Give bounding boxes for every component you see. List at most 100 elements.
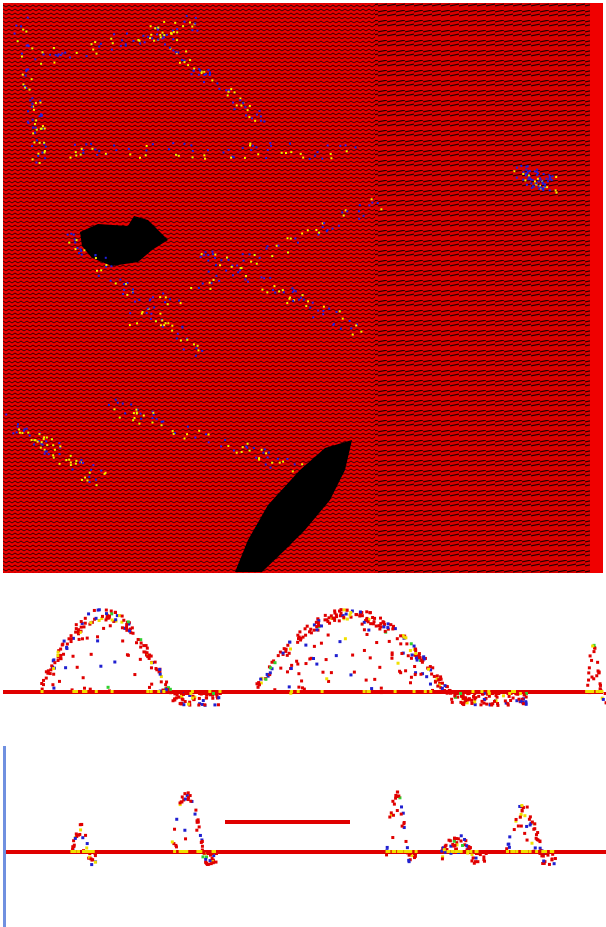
- point: [75, 248, 77, 250]
- point: [555, 189, 557, 191]
- point: [277, 654, 280, 657]
- point: [295, 290, 297, 292]
- point: [349, 320, 351, 322]
- point: [269, 277, 271, 279]
- point: [132, 288, 134, 290]
- point: [194, 809, 197, 812]
- point: [34, 123, 36, 125]
- point: [314, 155, 316, 157]
- point: [72, 845, 75, 848]
- point: [405, 840, 408, 843]
- point: [291, 287, 293, 289]
- point: [217, 703, 220, 706]
- point: [520, 804, 523, 807]
- point: [525, 169, 527, 171]
- point: [195, 829, 198, 832]
- point: [340, 612, 343, 615]
- point: [183, 21, 185, 23]
- point: [389, 623, 392, 626]
- point: [16, 431, 18, 433]
- point: [257, 153, 259, 155]
- point: [407, 859, 410, 862]
- point: [175, 818, 178, 821]
- point: [239, 99, 241, 101]
- point: [178, 155, 180, 157]
- point: [122, 403, 124, 405]
- point: [180, 850, 183, 853]
- point: [109, 624, 112, 627]
- point: [63, 640, 66, 643]
- point: [27, 432, 29, 434]
- point: [191, 29, 193, 31]
- point: [257, 686, 260, 689]
- point: [390, 811, 393, 814]
- point: [53, 457, 55, 459]
- point: [441, 687, 444, 690]
- point: [156, 33, 158, 35]
- point: [195, 355, 197, 357]
- point: [145, 644, 148, 647]
- point: [142, 35, 144, 37]
- point: [387, 622, 390, 625]
- point: [39, 115, 41, 117]
- point: [52, 444, 54, 446]
- point: [451, 701, 454, 704]
- point: [18, 428, 20, 430]
- point: [84, 617, 87, 620]
- point: [544, 183, 546, 185]
- point: [338, 225, 340, 227]
- point: [423, 657, 426, 660]
- point: [170, 32, 172, 34]
- point: [345, 613, 348, 616]
- point: [22, 29, 24, 31]
- point: [346, 609, 349, 612]
- point: [197, 345, 199, 347]
- point: [149, 37, 151, 39]
- point: [335, 654, 338, 657]
- point: [35, 162, 37, 164]
- point: [126, 32, 128, 34]
- point: [151, 422, 153, 424]
- point: [270, 145, 272, 147]
- point: [299, 639, 302, 642]
- point: [44, 128, 46, 130]
- point: [307, 300, 309, 302]
- point: [89, 621, 92, 624]
- point: [59, 463, 61, 465]
- point: [215, 264, 217, 266]
- point: [330, 157, 332, 159]
- point: [525, 825, 528, 828]
- point: [156, 418, 158, 420]
- point: [72, 655, 75, 658]
- point: [95, 690, 98, 693]
- point: [433, 675, 436, 678]
- point: [548, 863, 551, 866]
- point: [515, 850, 518, 853]
- point: [419, 673, 422, 676]
- point: [183, 792, 186, 795]
- point: [83, 249, 85, 251]
- point: [520, 825, 523, 828]
- point: [469, 850, 472, 853]
- point: [502, 694, 505, 697]
- point: [146, 647, 149, 650]
- point: [160, 324, 162, 326]
- point: [349, 673, 352, 676]
- point: [191, 73, 193, 75]
- roof-line: [225, 820, 350, 824]
- point: [96, 635, 99, 638]
- point: [43, 436, 45, 438]
- point: [32, 126, 34, 128]
- point: [41, 114, 43, 116]
- point: [155, 320, 157, 322]
- point: [96, 639, 99, 642]
- point: [96, 484, 98, 486]
- point: [335, 615, 338, 618]
- point: [29, 89, 31, 91]
- point: [134, 417, 136, 419]
- point: [272, 289, 274, 291]
- point: [124, 412, 126, 414]
- point: [450, 698, 453, 701]
- point: [129, 324, 131, 326]
- point: [80, 626, 83, 629]
